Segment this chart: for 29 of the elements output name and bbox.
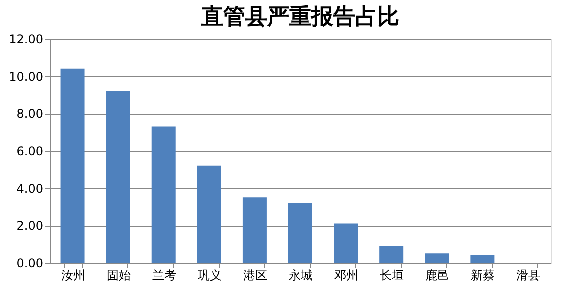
- x-tick-label: 巩义: [198, 268, 222, 282]
- x-tick-label: 永城: [289, 268, 313, 282]
- bar: [152, 126, 176, 263]
- x-tick-label: 兰考: [152, 268, 176, 282]
- x-tick-label: 港区: [243, 268, 268, 282]
- x-tick-label: 邓州: [334, 268, 359, 282]
- bar: [242, 198, 267, 263]
- y-tick-label: 2.00: [16, 219, 44, 234]
- y-tick-label: 0.00: [16, 256, 44, 270]
- bar: [470, 256, 495, 263]
- y-tick-label: 6.00: [16, 144, 44, 158]
- y-tick-label: 10.00: [9, 70, 44, 84]
- bar: [106, 91, 130, 263]
- bar: [425, 254, 450, 263]
- x-tick-label: 汝州: [61, 268, 86, 282]
- bar: [60, 68, 85, 263]
- bar: [197, 166, 222, 263]
- bar: [334, 224, 358, 263]
- x-tick-label: 固始: [106, 268, 131, 282]
- y-tick-label: 12.00: [9, 32, 44, 46]
- y-tick-label: 8.00: [16, 107, 44, 122]
- chart-title: 直管县严重报告占比: [200, 4, 400, 29]
- bar: [288, 203, 312, 263]
- x-tick-label: 滑县: [516, 268, 541, 282]
- x-tick-label: 长垣: [380, 268, 404, 282]
- x-tick-label: 鹿邑: [426, 268, 450, 282]
- y-tick-label: 4.00: [16, 182, 44, 196]
- x-tick-label: 新蔡: [471, 268, 496, 282]
- bar: [380, 246, 404, 263]
